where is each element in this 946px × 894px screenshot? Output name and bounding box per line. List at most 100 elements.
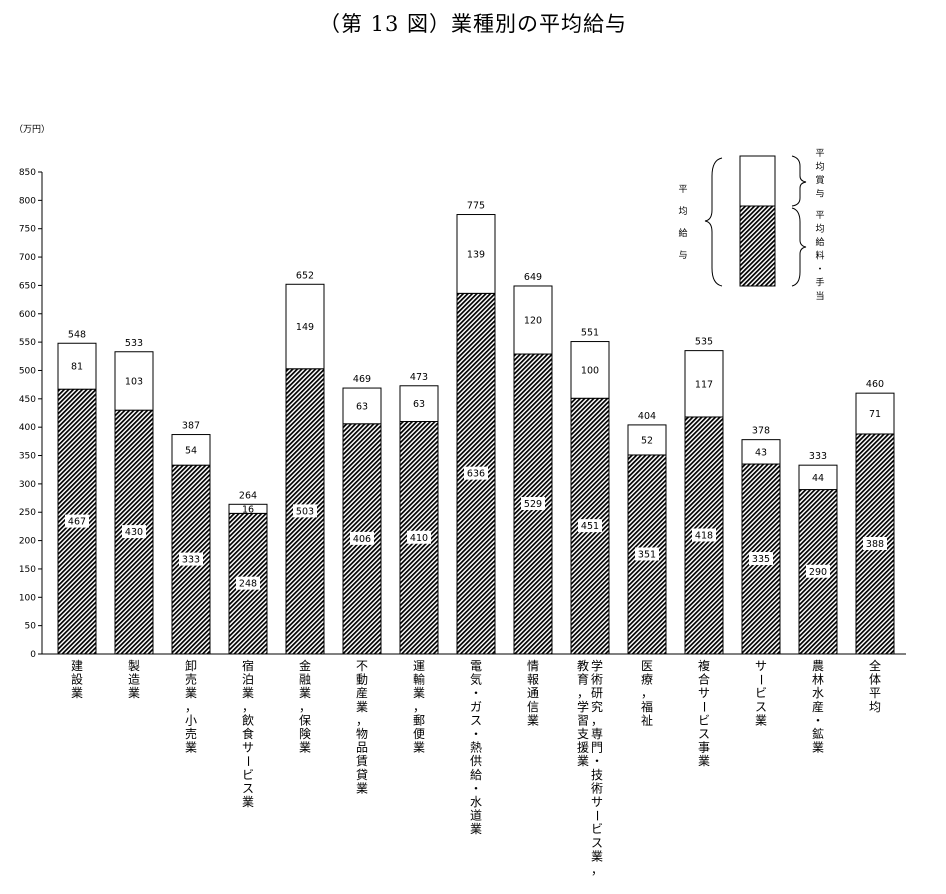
bar-bonus-segment [741,439,781,465]
category-label-char: ス [470,713,482,727]
y-tick-label: 600 [19,310,36,320]
total-value-label: 469 [353,374,371,385]
salary-value-label: 335 [752,554,770,565]
bonus-value-label: 54 [185,445,197,456]
category-label-char: ・ [812,713,824,727]
bonus-value-label: 100 [581,365,599,376]
category-label-char: 業 [242,795,254,809]
bar-bonus-segment [228,503,268,514]
bar-bonus-segment [456,214,496,294]
category-label: 卸売業，小売業 [185,658,197,755]
category-label-char: 運 [413,659,425,673]
category-label-char: 設 [71,672,83,687]
y-axis-unit: （万円） [14,124,50,135]
legend-char: ・ [815,265,824,275]
y-tick-label: 400 [19,423,36,433]
legend-char: 平 [678,184,687,195]
y-tick-label: 850 [19,168,36,178]
salary-label-background [236,576,260,590]
bar-bonus-segment [114,351,154,411]
bar-bonus-segment [57,342,97,390]
salary-label-background [122,525,146,539]
category-label-char: ス [698,727,710,741]
bonus-value-label: 43 [755,447,767,458]
category-label-char: 事 [698,741,710,755]
category-label-char: 売 [185,726,197,741]
salary-label-background [179,552,203,566]
bar-bonus-segment [855,392,895,435]
bars: 467 81 548 430 103 533 333 54 387 248 16 264 503 149 6… [57,201,895,655]
salary-value-label: 388 [866,539,884,550]
category-label-char: ， [242,700,254,714]
category-label-char: 療 [641,673,653,687]
salary-label-background [65,514,89,528]
category-label-char: 郵 [413,713,425,727]
salary-value-label: 406 [353,534,371,545]
y-tick-label: 500 [19,366,36,376]
total-value-label: 551 [581,328,599,339]
category-label-char: 金 [299,658,311,673]
salary-label-background [464,466,488,480]
category-label-char: 通 [527,686,539,700]
category-label-char: 業 [356,781,368,795]
salary-value-label: 451 [581,521,599,532]
total-value-label: 333 [809,451,827,462]
y-tick-label: 450 [19,395,36,405]
salary-value-label: 351 [638,549,656,560]
legend-salary-swatch [739,205,776,287]
category-label-char: ， [356,713,368,727]
bonus-value-label: 52 [641,435,653,446]
category-label-char: ス [591,836,603,850]
legend-char: 給 [678,227,687,239]
total-value-label: 378 [752,426,770,437]
category-label-char: 電 [470,659,482,673]
bonus-value-label: 16 [242,504,254,515]
category-label-char: ・ [470,727,482,741]
category-label-char: 技 [591,768,603,782]
category-label-char: 業 [299,741,311,755]
category-label-char: 貸 [356,767,368,782]
category-label-char: 卸 [185,658,197,673]
category-label-char: 門 [591,741,603,755]
bar-bonus-segment [798,464,838,491]
salary-value-label: 430 [125,527,143,538]
category-label-char: ， [591,863,603,877]
category-label-char: 業 [755,713,767,727]
legend-bonus-swatch [739,155,776,207]
salary-value-label: 636 [467,469,485,480]
category-label-char: 農 [812,659,824,673]
category-label-char: 鉱 [812,726,824,741]
legend-char: 平 [815,148,824,159]
salary-label-background [350,531,374,545]
category-label-char: ， [577,686,589,700]
salary-label-background [692,528,716,542]
total-value-label: 649 [524,272,542,283]
y-tick-label: 100 [19,593,36,603]
category-label-char: サ [755,659,767,673]
category-label-char: 合 [698,672,710,687]
legend-char: 均 [815,161,824,173]
category-label-char: 術 [591,781,603,795]
bonus-value-label: 71 [869,409,881,420]
category-label-char: サ [698,686,710,700]
category-label: 製造業 [128,659,140,700]
category-label-char: 平 [869,686,881,700]
y-tick-label: 350 [19,452,36,462]
category-label-char: 学 [577,699,589,714]
category-label-char: 賃 [356,753,368,768]
legend-char: 均 [815,223,824,235]
category-label-char: 育 [577,672,589,687]
salary-label-background [863,536,887,550]
y-tick-label: 50 [25,622,37,632]
salary-value-label: 410 [410,533,428,544]
category-label-char: 業 [356,700,368,714]
total-value-label: 652 [296,270,314,281]
category-label-char: 援 [577,741,589,755]
category-label-char: 業 [591,849,603,863]
